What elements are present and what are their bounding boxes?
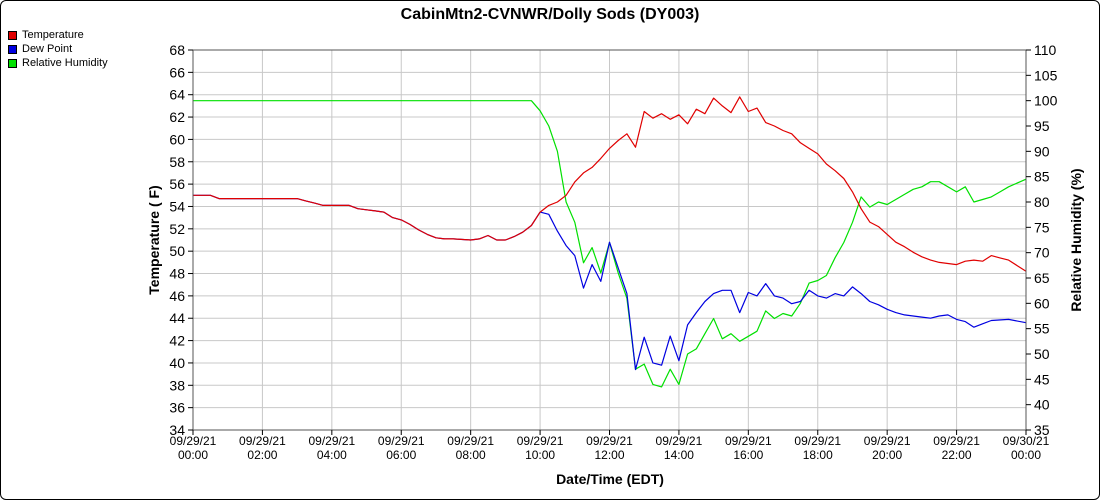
x-tick-label-time: 12:00 — [594, 448, 624, 462]
y-left-tick-label: 34 — [169, 422, 185, 438]
x-tick-label-date: 09/29/21 — [239, 434, 286, 448]
y-left-tick-label: 58 — [169, 154, 185, 170]
x-tick-label-date: 09/29/21 — [308, 434, 355, 448]
y-right-tick-label: 100 — [1034, 93, 1058, 109]
y-right-tick-label: 35 — [1034, 422, 1050, 438]
x-tick-label-date: 09/29/21 — [170, 434, 217, 448]
x-tick-label-date: 09/29/21 — [586, 434, 633, 448]
y-left-tick-label: 56 — [169, 176, 185, 192]
y-left-tick-label: 62 — [169, 109, 185, 125]
y-left-tick-label: 60 — [169, 131, 185, 147]
y-left-tick-label: 52 — [169, 221, 185, 237]
y-axis-left-label: Temperature ( F) — [146, 185, 162, 294]
y-right-tick-label: 60 — [1034, 295, 1050, 311]
y-right-tick-label: 80 — [1034, 194, 1050, 210]
x-tick-label-time: 08:00 — [456, 448, 486, 462]
y-right-tick-label: 50 — [1034, 346, 1050, 362]
y-right-tick-label: 65 — [1034, 270, 1050, 286]
series-line-relative-humidity — [193, 100, 1027, 388]
y-left-tick-label: 36 — [169, 400, 185, 416]
y-left-tick-label: 46 — [169, 288, 185, 304]
x-axis-label: Date/Time (EDT) — [556, 471, 664, 487]
x-tick-label-date: 09/29/21 — [378, 434, 425, 448]
x-tick-label-time: 06:00 — [386, 448, 416, 462]
y-left-tick-label: 42 — [169, 333, 185, 349]
y-axis-right-label: Relative Humidity (%) — [1068, 168, 1084, 311]
legend-label-dew-point: Dew Point — [22, 43, 73, 55]
y-left-tick-label: 64 — [169, 87, 185, 103]
x-tick-label-time: 20:00 — [872, 448, 902, 462]
y-right-tick-label: 40 — [1034, 397, 1050, 413]
y-right-tick-label: 105 — [1034, 67, 1058, 83]
y-right-tick-label: 90 — [1034, 143, 1050, 159]
y-right-tick-label: 70 — [1034, 245, 1050, 261]
x-tick-label-date: 09/29/21 — [933, 434, 980, 448]
y-right-tick-label: 55 — [1034, 321, 1050, 337]
legend-label-temperature: Temperature — [22, 29, 84, 41]
x-tick-label-time: 04:00 — [317, 448, 347, 462]
y-right-tick-label: 110 — [1034, 42, 1057, 58]
x-tick-label-time: 22:00 — [942, 448, 972, 462]
y-left-tick-label: 68 — [169, 42, 185, 58]
x-tick-label-time: 00:00 — [178, 448, 208, 462]
x-tick-label-date: 09/29/21 — [447, 434, 494, 448]
y-right-tick-label: 95 — [1034, 118, 1050, 134]
chart-title: CabinMtn2-CVNWR/Dolly Sods (DY003) — [401, 6, 700, 23]
legend-swatch-temperature — [8, 30, 17, 40]
y-right-tick-label: 75 — [1034, 219, 1050, 235]
y-right-tick-label: 85 — [1034, 169, 1050, 185]
legend-label-relative-humidity: Relative Humidity — [22, 57, 108, 69]
legend-item-temperature: Temperature — [8, 28, 108, 42]
y-left-tick-label: 66 — [169, 64, 185, 80]
y-left-tick-label: 40 — [169, 355, 185, 371]
x-tick-label-date: 09/30/21 — [1003, 434, 1050, 448]
x-tick-label-date: 09/29/21 — [794, 434, 841, 448]
series-line-temperature — [193, 96, 1027, 272]
y-left-tick-label: 38 — [169, 377, 185, 393]
y-left-tick-label: 54 — [169, 198, 185, 214]
y-left-tick-label: 44 — [169, 310, 185, 326]
x-tick-label-date: 09/29/21 — [864, 434, 911, 448]
x-tick-label-date: 09/29/21 — [517, 434, 564, 448]
x-tick-label-time: 02:00 — [247, 448, 277, 462]
x-tick-label-time: 16:00 — [733, 448, 763, 462]
legend-swatch-relative-humidity — [8, 58, 17, 68]
y-right-tick-label: 45 — [1034, 371, 1050, 387]
x-tick-label-time: 00:00 — [1011, 448, 1041, 462]
x-tick-label-time: 10:00 — [525, 448, 555, 462]
x-tick-label-date: 09/29/21 — [656, 434, 703, 448]
y-left-tick-label: 48 — [169, 266, 185, 282]
legend-item-dew-point: Dew Point — [8, 42, 108, 56]
legend: Temperature Dew Point Relative Humidity — [8, 28, 108, 70]
x-tick-label-date: 09/29/21 — [725, 434, 772, 448]
legend-item-relative-humidity: Relative Humidity — [8, 56, 108, 70]
x-tick-label-time: 18:00 — [803, 448, 833, 462]
legend-swatch-dew-point — [8, 44, 17, 54]
y-left-tick-label: 50 — [169, 243, 185, 259]
x-tick-label-time: 14:00 — [664, 448, 694, 462]
